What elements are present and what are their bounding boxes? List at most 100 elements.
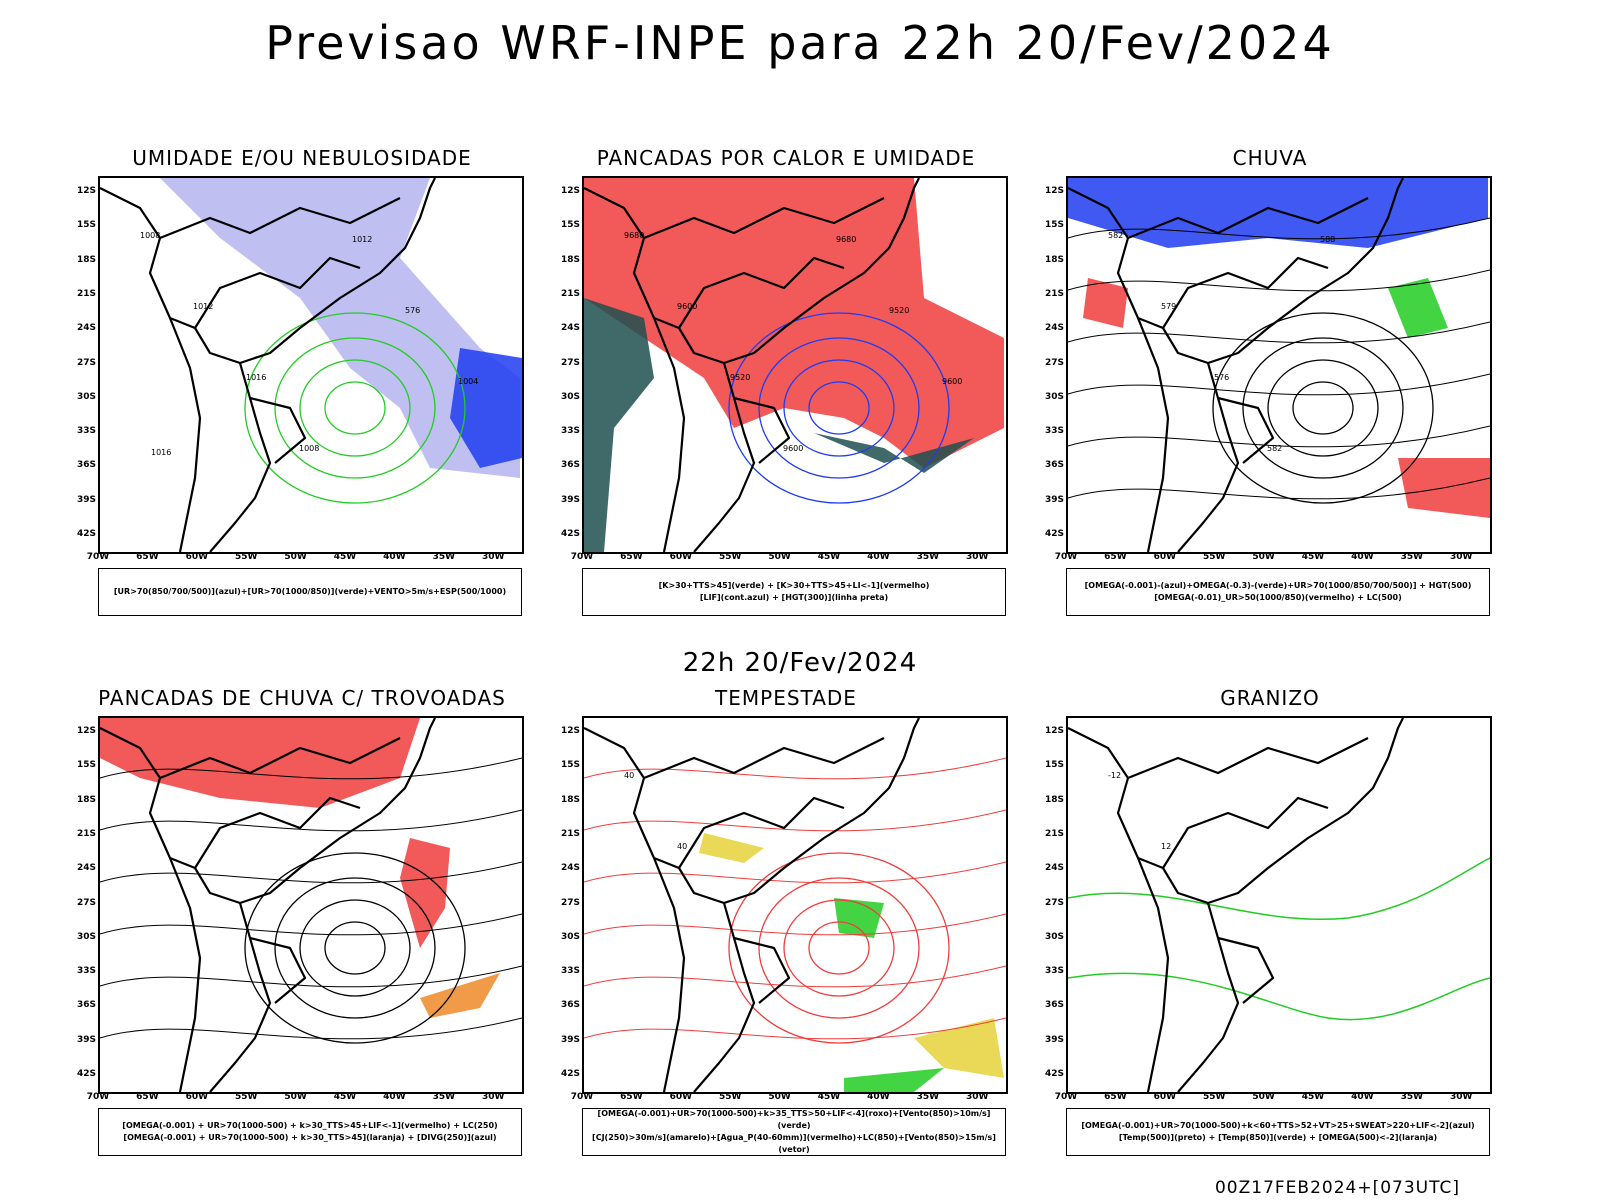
geographic-border (1162, 796, 1329, 869)
lat-tick-label: 24S (560, 863, 580, 874)
shaded-field (1083, 278, 1128, 328)
lon-tick-label: 65W (620, 1092, 643, 1102)
isobar-contour (783, 359, 895, 457)
lon-tick-label: 50W (284, 1092, 307, 1102)
panel-title: PANCADAS POR CALOR E UMIDADE (596, 146, 976, 170)
lon-tick-label: 35W (1400, 1092, 1424, 1102)
shaded-field (584, 178, 1004, 468)
map-frame: 9680 9600 9520 9600 9680 9520 9600 (582, 176, 1008, 554)
lat-tick-label: 36S (560, 460, 580, 471)
lat-tick-label: 27S (1044, 897, 1064, 908)
geographic-border (1127, 197, 1369, 240)
legend-line: [OMEGA(-0.001) + UR>70(1000-500) + k>30_… (122, 1121, 498, 1130)
lat-tick-label: 42S (560, 529, 580, 539)
lon-tick-label: 70W (1054, 1092, 1078, 1102)
contour-label: 9520 (889, 306, 909, 315)
isobar-contour (783, 899, 895, 997)
geographic-border (1127, 737, 1369, 780)
lon-tick-label: 65W (1104, 1092, 1127, 1102)
geographic-border (1136, 857, 1170, 1092)
contour-label: 40 (624, 771, 634, 780)
panel-tempestade: TEMPESTADE 12S 15S 18S 21S 24S 27S 30S 33S 36S 39S… (546, 686, 1026, 1166)
contour-label: 576 (405, 306, 420, 315)
contour-label: 1004 (458, 377, 478, 386)
lat-tick-label: 39S (76, 494, 96, 505)
map-frame: 40 40 (582, 716, 1008, 1094)
geographic-border (652, 317, 686, 552)
legend-line: [OMEGA(-0.001)+UR>70(1000-500)+k>35_TTS>… (597, 1109, 991, 1130)
lon-tick-label: 70W (570, 1092, 594, 1102)
streamline (584, 809, 1006, 832)
lat-tick-label: 24S (1044, 323, 1064, 334)
lat-tick-label: 18S (1044, 254, 1064, 265)
contour-label: 576 (1214, 373, 1229, 382)
lat-tick-label: 39S (560, 494, 580, 505)
valid-time-title: 22h 20/Fev/2024 (682, 648, 918, 678)
geographic-border (1162, 256, 1329, 329)
panel-pancadas-trovoadas: PANCADAS DE CHUVA C/ TROVOADAS 12S 15S 18S 2… (62, 686, 542, 1166)
lat-tick-label: 24S (560, 323, 580, 334)
geographic-border (678, 796, 845, 869)
lat-tick-label: 36S (560, 1000, 580, 1011)
isobar-contour (324, 381, 386, 435)
legend-box: [K>30+TTS>45](verde) + [K>30+TTS>45+LI<-… (582, 568, 1006, 616)
lat-tick-label: 33S (1044, 426, 1064, 437)
lat-tick-label: 12S (76, 726, 96, 736)
streamline (1068, 269, 1490, 292)
lat-tick-label: 27S (560, 357, 580, 368)
contour-label: 9600 (783, 444, 803, 453)
geographic-border (1068, 178, 1404, 365)
geographic-border (733, 936, 791, 1004)
longitude-axis: 70W 65W 60W 55W 50W 45W 40W 35W 30W (87, 552, 524, 566)
geographic-border (100, 178, 436, 365)
lon-tick-label: 30W (965, 1092, 989, 1102)
geographic-border (652, 857, 686, 1092)
legend-line: [UR>70(850/700/500)](azul)+[UR>70(1000/8… (113, 587, 507, 596)
streamline (584, 861, 1006, 884)
panel-title: CHUVA (1232, 146, 1308, 170)
lon-tick-label: 30W (481, 552, 505, 562)
geographic-border (249, 936, 307, 1004)
contour-label: 1012 (193, 302, 213, 311)
isobar-contour (1292, 381, 1354, 435)
streamline (584, 757, 1006, 780)
streamline (100, 1017, 522, 1040)
contour-label: 9520 (730, 373, 750, 382)
lon-tick-label: 60W (1153, 1092, 1177, 1102)
contour-label: 9680 (624, 231, 644, 240)
streamline (1068, 373, 1490, 396)
isobar-contour (728, 312, 950, 504)
latitude-axis: 12S 15S 18S 21S 24S 27S 30S 33S 36S 39S 42S (62, 716, 96, 1094)
streamline (1068, 217, 1490, 240)
isobar-contour (758, 337, 920, 479)
lat-tick-label: 30S (560, 391, 580, 402)
lat-tick-label: 21S (76, 828, 96, 839)
lon-tick-label: 55W (718, 1092, 742, 1102)
lat-tick-label: 39S (1044, 1034, 1064, 1045)
legend-box: [OMEGA(-0.001)+UR>70(1000-500)+k<60+TTS>… (1066, 1108, 1490, 1156)
geographic-border (168, 317, 202, 552)
lat-tick-label: 24S (76, 323, 96, 334)
isobar-contour (299, 359, 411, 457)
geographic-border (1068, 718, 1404, 905)
geographic-border (584, 178, 920, 365)
lat-tick-label: 33S (560, 426, 580, 437)
isobar-contour (808, 381, 870, 435)
run-info-footer: 00Z17FEB2024+[073UTC] (1214, 1178, 1460, 1198)
lon-tick-label: 35W (432, 1092, 456, 1102)
streamline (1068, 477, 1490, 500)
contour-label: 1016 (151, 448, 171, 457)
isobar-contour (808, 921, 870, 975)
lat-tick-label: 12S (76, 186, 96, 196)
lon-tick-label: 55W (1202, 1092, 1226, 1102)
lat-tick-label: 33S (560, 966, 580, 977)
panel-chuva: CHUVA 12S 15S 18S 21S 24S 27S 30S 33S 36S 39S 42S 70… (1030, 146, 1510, 626)
geographic-border (194, 796, 361, 869)
lon-tick-label: 65W (620, 552, 643, 562)
lat-tick-label: 27S (76, 897, 96, 908)
geographic-border (1177, 902, 1240, 1092)
lat-tick-label: 33S (76, 426, 96, 437)
lat-tick-label: 12S (560, 726, 580, 736)
lon-tick-label: 35W (916, 1092, 940, 1102)
panel-title: PANCADAS DE CHUVA C/ TROVOADAS (98, 686, 506, 710)
